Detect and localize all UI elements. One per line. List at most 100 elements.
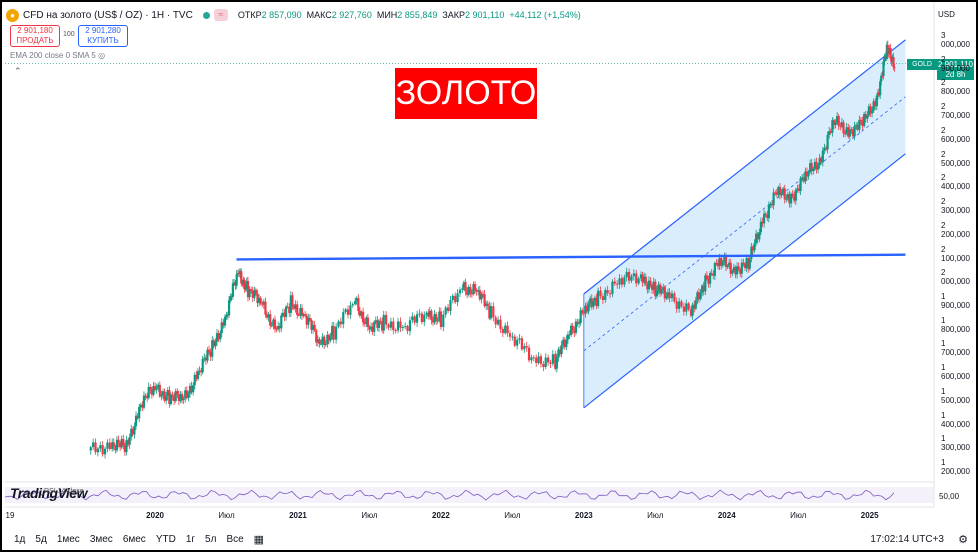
price-tick-label: 2 300,000 [941,197,970,216]
bar-countdown: 2d 8h [945,70,966,79]
low-value: 2 855,849 [397,10,438,20]
settings-icon[interactable]: ⚙ [958,534,968,546]
candle-body [780,193,783,196]
candle-body [374,320,377,322]
candle-body [791,193,794,196]
symbol-title[interactable]: CFD на золото (US$ / OZ) · 1H · TVC [23,9,193,21]
last-price-value: 2 901,110 [938,60,973,69]
candle-body [354,301,357,305]
candle-body [574,321,577,333]
candle-body [212,340,215,347]
candle-body [824,147,828,150]
candle-body [423,314,426,323]
timeframe-button[interactable]: 3мес [89,534,113,545]
candle-body [310,320,313,330]
candle-body [832,120,836,125]
collapse-legend-icon[interactable]: ⌃ [14,66,22,76]
time-tick-label: 2024 [717,511,736,520]
time-tick-label: Июл [647,511,664,520]
candle-body [117,439,120,444]
candle-body [250,289,253,291]
timeframe-button[interactable]: YTD [155,534,176,545]
candle-body [427,312,430,317]
candle-body [392,321,395,331]
candle-body [721,261,724,266]
price-tick-label: 1 600,000 [941,363,970,382]
candle-body [735,266,739,275]
candle-body [799,178,802,191]
candle-body [264,301,267,315]
candle-body [332,326,335,340]
candle-body [745,258,748,268]
candle-body [708,273,712,284]
candle-body [872,101,875,111]
candle-body [831,120,834,133]
candle-body [864,114,867,119]
candle-body [92,442,95,448]
candle-body [889,47,892,59]
candle-body [240,271,243,284]
candle-body [786,194,790,199]
candle-body [283,312,286,317]
candle-body [256,293,259,303]
candle-body [254,289,258,294]
candle-body [794,189,797,201]
candle-body [837,116,840,126]
candle-body [707,279,710,284]
currency-label[interactable]: USD [938,10,955,19]
candle-body [770,203,774,206]
candle-body [796,188,799,190]
candle-body [585,305,589,312]
candle-body [147,386,150,399]
low-readout: МИН2 855,849 [377,10,438,20]
price-tick-label: 2 700,000 [941,102,970,121]
candle-body [582,312,585,314]
timeframe-button[interactable]: 6мес [122,534,146,545]
candle-body [654,281,657,297]
candle-body [716,263,720,267]
quantity-value[interactable]: 100 [63,31,75,38]
candle-body [297,314,300,316]
candle-body [243,279,246,290]
candle-body [843,133,847,135]
candle-body [173,396,176,402]
last-price-symbol: GOLD [907,59,937,70]
calendar-icon[interactable]: ▦ [253,534,265,546]
buy-button[interactable]: 2 901,280 КУПИТЬ [78,25,128,47]
candle-body [237,272,241,275]
timeframe-button[interactable]: 5д [35,534,47,545]
channel-upper-line [583,39,906,295]
sell-button[interactable]: 2 901,180 ПРОДАТЬ [10,25,60,47]
candle-body [728,262,731,266]
candle-body [788,194,791,204]
visibility-icon[interactable]: ≈ [213,9,228,21]
timeframe-button[interactable]: 5л [205,534,217,545]
candle-body [179,394,182,402]
candle-body [168,390,171,405]
candle-body [731,271,734,274]
candle-body [461,288,464,290]
candle-body [413,316,416,323]
timeframe-button[interactable]: 1г [185,534,196,545]
timeframe-button[interactable]: 1мес [56,534,80,545]
candle-body [201,358,204,373]
timeframe-button[interactable]: Все [226,534,244,545]
eye-icon[interactable]: ◎ [98,51,106,60]
indicator-legend[interactable]: EMA 200 close 0 SMA 5 ◎ [10,51,105,60]
candle-body [369,326,373,330]
candle-body [856,124,859,130]
candle-body [146,396,149,399]
candle-body [766,214,769,219]
candle-body [627,271,631,281]
candle-body [549,362,552,364]
time-tick-label: 2023 [574,511,593,520]
timeframe-button[interactable]: 1д [14,534,26,545]
candle-body [239,271,242,275]
candle-body [408,320,412,332]
timeframe-selector: 1д 5д 1мес 3мес 6мес YTD 1г 5л Все [4,534,244,545]
candle-body [399,321,402,328]
candle-body [272,319,275,326]
candle-body [551,354,554,364]
candle-body [296,304,299,315]
